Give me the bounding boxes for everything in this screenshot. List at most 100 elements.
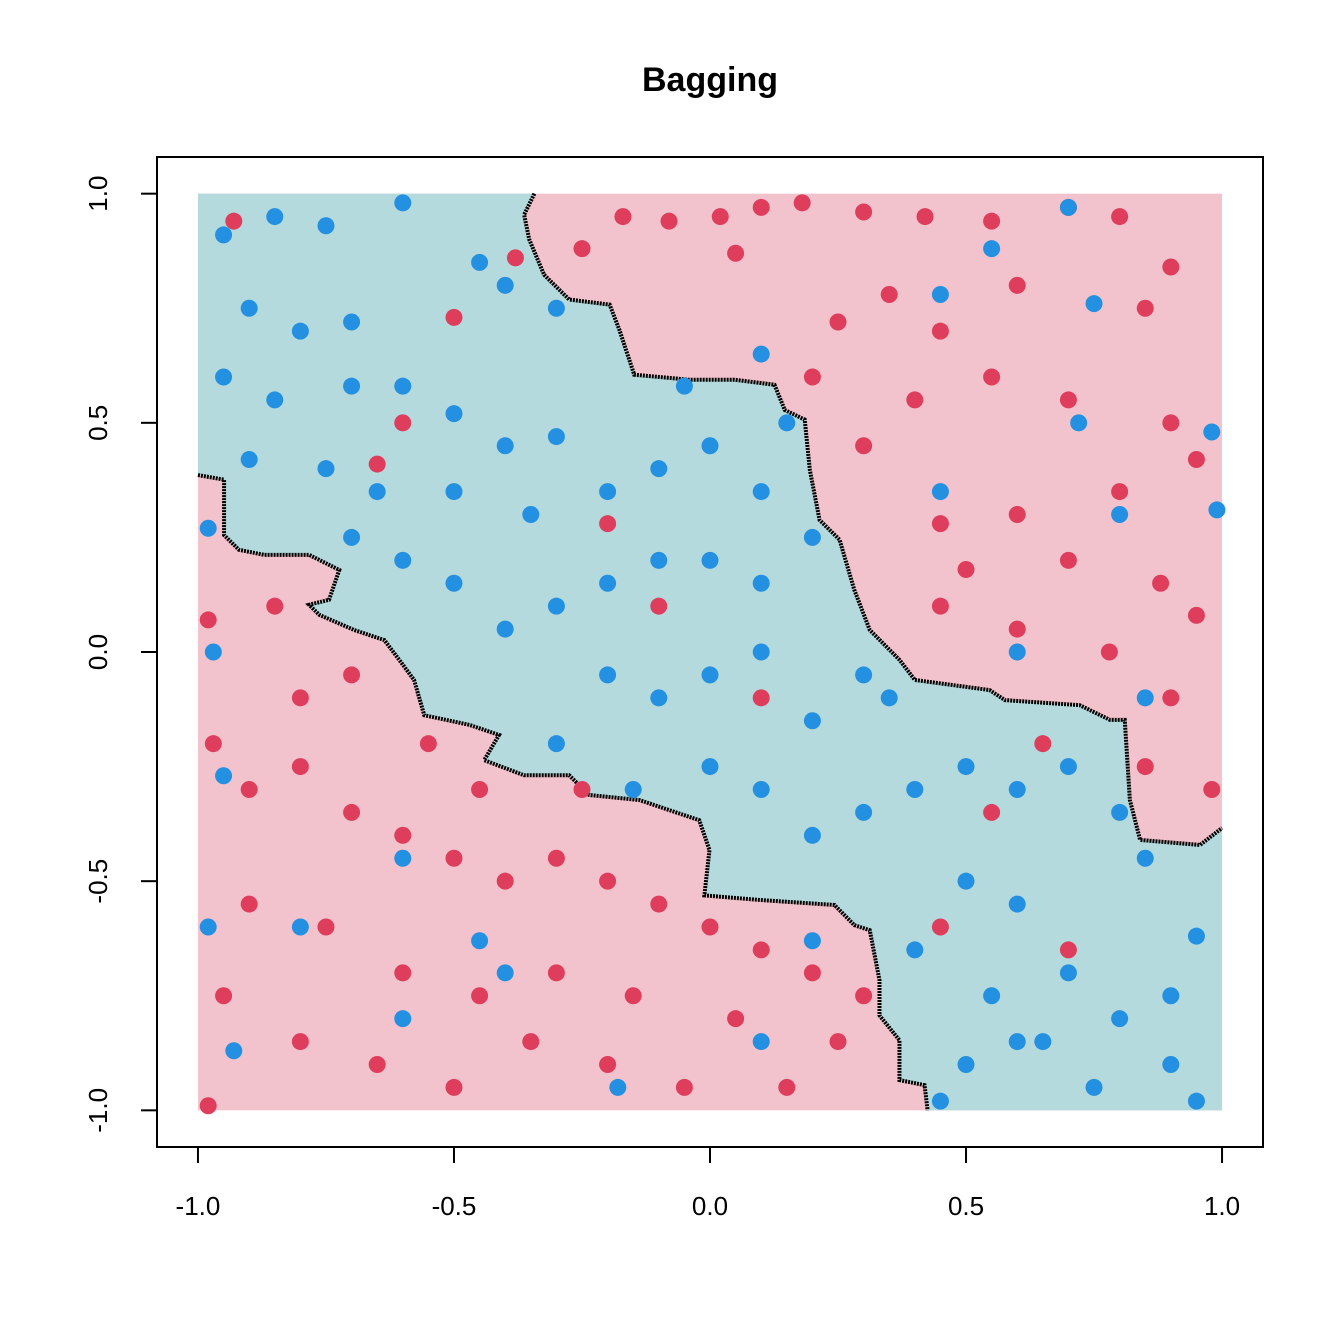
point [445, 574, 463, 592]
point [599, 574, 617, 592]
point [291, 689, 309, 707]
point [1085, 1078, 1103, 1096]
point [803, 932, 821, 950]
point [675, 377, 693, 395]
decision-boundary [197, 473, 930, 1111]
point [957, 1056, 975, 1073]
point [1085, 295, 1103, 313]
point [803, 826, 821, 844]
point [343, 313, 361, 331]
point [855, 437, 873, 455]
point [1008, 276, 1026, 294]
point [496, 872, 514, 890]
point [343, 377, 361, 395]
point [445, 308, 463, 326]
point [906, 781, 924, 798]
point [1059, 551, 1077, 569]
point [215, 767, 233, 785]
point [711, 208, 729, 226]
point [983, 240, 1001, 258]
point [957, 561, 975, 578]
point [199, 918, 217, 936]
point [394, 849, 412, 867]
x-tick-label: -0.5 [432, 1191, 477, 1221]
point [675, 1078, 693, 1096]
plot-area [197, 192, 1226, 1115]
point [650, 551, 668, 569]
point [368, 483, 386, 501]
point [496, 437, 514, 455]
point [701, 551, 719, 569]
point [368, 1056, 386, 1073]
point [752, 1033, 770, 1051]
point [204, 643, 222, 661]
point [573, 240, 591, 258]
point [368, 455, 386, 473]
y-tick-label: -1.0 [83, 1088, 113, 1133]
x-tick-label: 0.0 [692, 1191, 728, 1221]
point [701, 758, 719, 776]
point [471, 932, 489, 950]
point [1208, 501, 1226, 519]
point [650, 460, 668, 478]
point [266, 391, 284, 409]
point [957, 872, 975, 890]
point [1059, 391, 1077, 409]
point [778, 414, 796, 432]
point [599, 1056, 617, 1073]
point [215, 226, 233, 244]
point [1059, 941, 1077, 959]
point [727, 1010, 745, 1028]
point [1111, 1010, 1129, 1028]
point [1187, 606, 1205, 624]
point [906, 391, 924, 409]
point [931, 918, 949, 936]
point [752, 198, 770, 216]
point [204, 735, 222, 753]
point [215, 368, 233, 386]
x-tick-label: 0.5 [948, 1191, 984, 1221]
point [394, 194, 412, 212]
point [1008, 506, 1026, 523]
point [609, 1078, 627, 1096]
point [1162, 689, 1180, 707]
point [547, 597, 565, 615]
point [855, 666, 873, 684]
point [752, 643, 770, 661]
point [394, 377, 412, 395]
point [496, 964, 514, 982]
point [983, 212, 1001, 230]
point [445, 405, 463, 423]
point [1152, 574, 1170, 592]
point [1162, 987, 1180, 1005]
point [471, 253, 489, 271]
point [215, 987, 233, 1005]
point [931, 322, 949, 340]
chart-title: Bagging [642, 61, 778, 99]
point [343, 666, 361, 684]
point [614, 208, 632, 226]
point [599, 666, 617, 684]
point [547, 299, 565, 317]
point [317, 217, 335, 235]
point [599, 872, 617, 890]
point [1111, 208, 1129, 226]
point [496, 620, 514, 638]
point [471, 987, 489, 1005]
point [573, 781, 591, 798]
point [1162, 258, 1180, 276]
point [1008, 781, 1026, 798]
point [1187, 451, 1205, 468]
point [522, 506, 540, 523]
point [1162, 1056, 1180, 1073]
point [1100, 643, 1118, 661]
point [522, 1033, 540, 1051]
point [599, 483, 617, 501]
point [291, 918, 309, 936]
point [1136, 758, 1154, 776]
y-tick-label: 0.5 [83, 405, 113, 441]
point [983, 803, 1001, 821]
point [701, 918, 719, 936]
point [727, 244, 745, 262]
y-tick-label: -0.5 [83, 859, 113, 904]
